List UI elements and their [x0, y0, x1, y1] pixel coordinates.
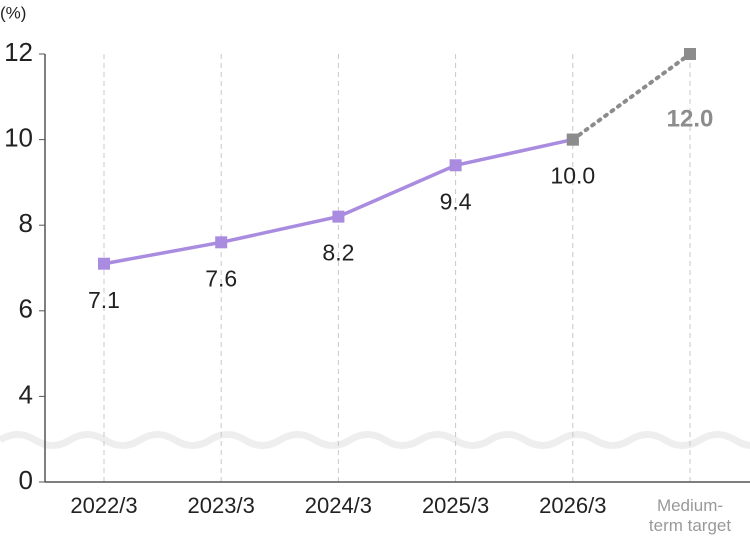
value-label: 9.4 — [440, 188, 472, 214]
value-label: 12.0 — [667, 105, 714, 132]
value-label: 8.2 — [322, 240, 354, 266]
value-label: 7.1 — [88, 287, 120, 313]
y-tick-label: 4 — [19, 379, 33, 409]
value-label: 10.0 — [550, 163, 595, 189]
marker — [332, 210, 345, 223]
y-tick-label: 10 — [4, 122, 33, 152]
y-tick-label: 6 — [19, 294, 33, 324]
x-tick-label: 2026/3 — [539, 493, 607, 518]
series-line — [570, 52, 692, 142]
x-tick-label: 2023/3 — [187, 493, 255, 518]
value-label: 7.6 — [205, 265, 237, 291]
x-tick-label: 2025/3 — [421, 493, 490, 518]
y-tick-label: 12 — [4, 37, 33, 67]
marker — [566, 133, 579, 146]
marker — [684, 48, 696, 60]
marker — [98, 257, 110, 270]
x-tick-label: 2022/3 — [70, 493, 138, 518]
y-axis-unit: (%) — [0, 3, 26, 22]
axis-break — [0, 431, 750, 449]
y-tick-label: 0 — [19, 465, 33, 495]
y-tick-label: 8 — [19, 208, 33, 238]
x-tick-label: Medium-term target — [648, 496, 732, 535]
marker — [215, 236, 228, 249]
x-tick-label: 2024/3 — [304, 493, 373, 518]
marker — [449, 159, 462, 172]
